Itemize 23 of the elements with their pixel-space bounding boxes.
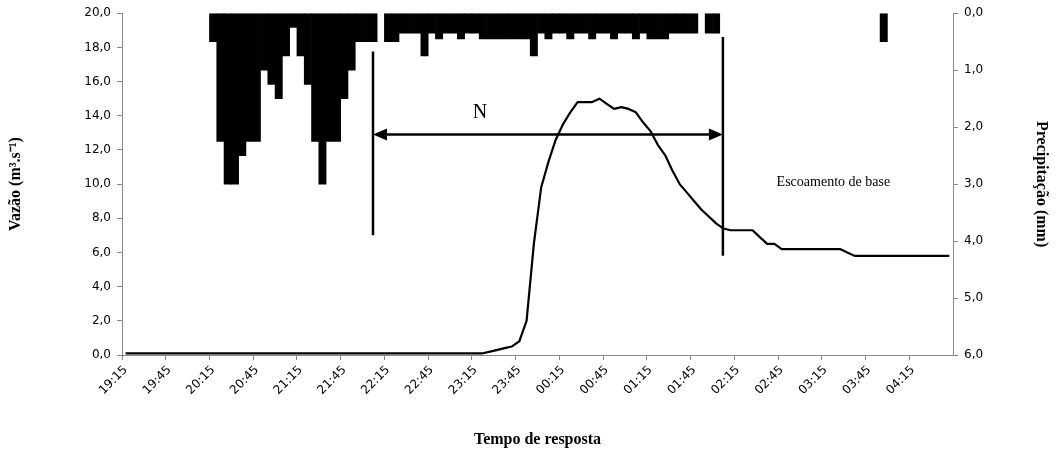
annotation: Escoamento de base: [776, 174, 891, 190]
y-tick-label: 16,0: [84, 73, 111, 88]
y-tick-label: 0,0: [91, 347, 111, 362]
y-axis-title: Vazão (m³.s⁻¹): [5, 137, 24, 232]
y-tick-label: 12,0: [84, 142, 111, 157]
annotation: N: [472, 99, 488, 122]
y2-tick-label: 3,0: [964, 176, 984, 191]
y-tick-label: 14,0: [84, 107, 111, 122]
y2-tick-label: 1,0: [964, 62, 984, 77]
y2-tick-label: 5,0: [964, 290, 984, 305]
y2-tick-label: 4,0: [964, 233, 984, 248]
y2-tick-label: 6,0: [964, 347, 984, 362]
y-tick-label: 10,0: [84, 176, 111, 191]
y2-axis-title: Precipitação (mm): [1033, 120, 1052, 248]
y-tick-label: 6,0: [91, 244, 111, 259]
y-tick-label: 2,0: [91, 312, 111, 327]
y-tick-label: 8,0: [91, 210, 111, 225]
y-tick-label: 20,0: [84, 5, 111, 20]
x-axis-title: Tempo de resposta: [473, 429, 602, 448]
y-tick-label: 18,0: [84, 39, 111, 54]
y2-tick-label: 2,0: [964, 119, 984, 134]
y2-tick-label: 0,0: [964, 5, 984, 20]
y-tick-label: 4,0: [91, 278, 111, 293]
